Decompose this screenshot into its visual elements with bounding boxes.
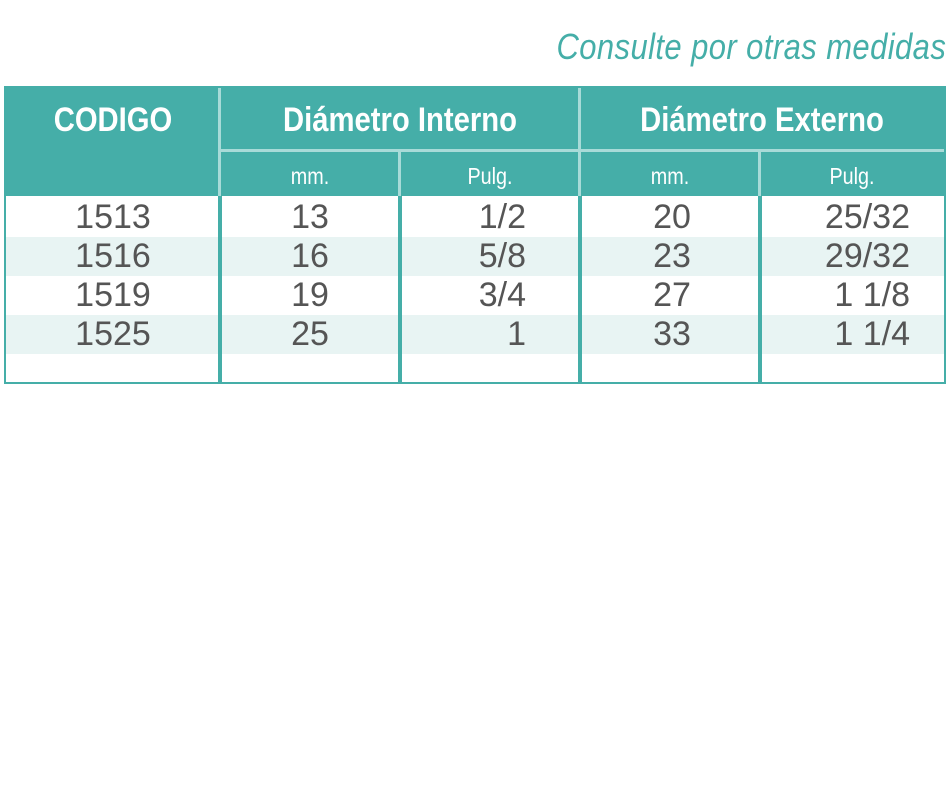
cell-int-mm: 19 <box>291 276 329 314</box>
cell-ext-mm: 23 <box>653 237 691 275</box>
cell-codigo: 1525 <box>75 315 151 353</box>
cell-ext-pulg: 1 1/8 <box>834 276 910 314</box>
cell-codigo: 1516 <box>75 237 151 275</box>
cell-int-mm: 16 <box>291 237 329 275</box>
table-row: 1513 13 1/2 20 25/32 <box>6 198 944 237</box>
header-codigo: CODIGO <box>53 101 173 139</box>
cell-int-mm: 25 <box>291 315 329 353</box>
cell-codigo: 1519 <box>75 276 151 314</box>
cell-int-mm: 13 <box>291 198 329 236</box>
cell-ext-pulg: 29/32 <box>824 237 910 275</box>
cell-ext-mm: 33 <box>653 315 691 353</box>
cell-int-pulg: 3/4 <box>478 276 526 314</box>
cell-int-pulg: 1/2 <box>478 198 526 236</box>
header-divider <box>398 150 401 196</box>
header-divider <box>578 88 581 196</box>
table-row: 1516 16 5/8 23 29/32 <box>6 237 944 276</box>
header-diametro-externo: Diámetro Externo <box>640 101 884 139</box>
header-externo-mm: mm. <box>650 163 690 189</box>
table-row: 1519 19 3/4 27 1 1/8 <box>6 276 944 315</box>
cell-ext-pulg: 25/32 <box>824 198 910 236</box>
cell-codigo: 1513 <box>75 198 151 236</box>
header-divider <box>218 88 221 196</box>
header-divider <box>758 150 761 196</box>
column-divider <box>398 196 402 382</box>
cell-int-pulg: 1 <box>507 315 526 353</box>
column-divider <box>578 196 582 382</box>
sizes-table: CODIGO Diámetro Interno Diámetro Externo… <box>4 86 946 384</box>
table-header: CODIGO Diámetro Interno Diámetro Externo… <box>6 88 944 196</box>
header-interno-mm: mm. <box>290 163 330 189</box>
header-divider <box>220 149 944 152</box>
table-row: 1525 25 1 33 1 1/4 <box>6 315 944 354</box>
cell-ext-mm: 27 <box>653 276 691 314</box>
header-diametro-interno: Diámetro Interno <box>283 101 517 139</box>
cell-ext-mm: 20 <box>653 198 691 236</box>
cell-int-pulg: 5/8 <box>478 237 526 275</box>
header-externo-pulg: Pulg. <box>829 163 875 189</box>
column-divider <box>218 196 222 382</box>
more-sizes-note: Consulte por otras medidas <box>556 26 946 67</box>
column-divider <box>758 196 762 382</box>
header-interno-pulg: Pulg. <box>467 163 513 189</box>
cell-ext-pulg: 1 1/4 <box>834 315 910 353</box>
